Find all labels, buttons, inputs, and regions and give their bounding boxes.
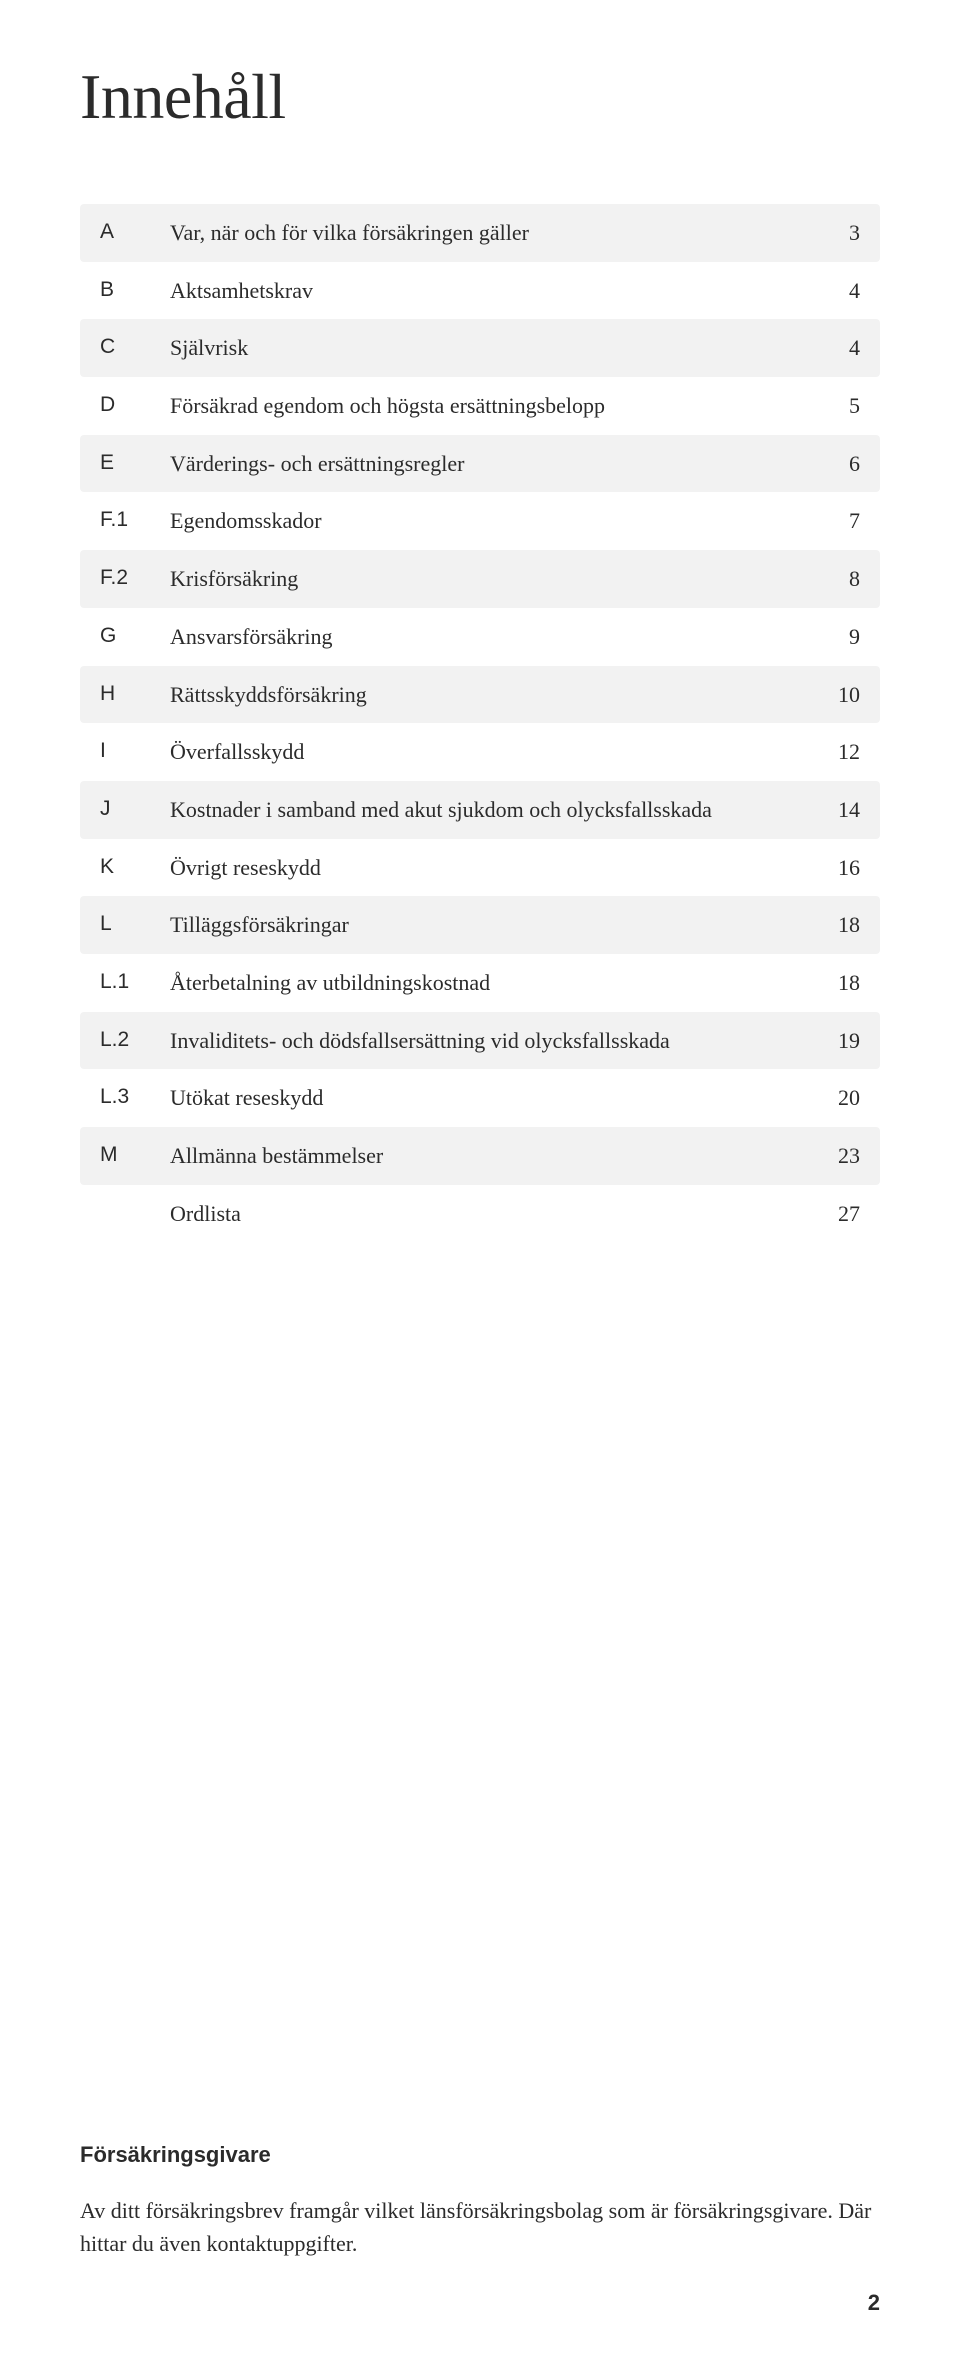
- toc-row: GAnsvarsförsäkring9: [80, 608, 880, 666]
- toc-row: L.2Invaliditets- och dödsfallsersättning…: [80, 1012, 880, 1070]
- toc-page: 4: [810, 276, 860, 306]
- toc-page: 8: [810, 564, 860, 594]
- toc-code: E: [100, 449, 170, 477]
- toc-code: F.1: [100, 506, 170, 534]
- toc-label: Egendomsskador: [170, 506, 810, 536]
- toc-page: 5: [810, 391, 860, 421]
- toc-row: Ordlista27: [80, 1185, 880, 1243]
- toc-row: BAktsamhetskrav4: [80, 262, 880, 320]
- toc-label: Krisförsäkring: [170, 564, 810, 594]
- toc-row: IÖverfallsskydd12: [80, 723, 880, 781]
- toc-code: G: [100, 622, 170, 650]
- toc-label: Tilläggsförsäkringar: [170, 910, 810, 940]
- footer-text: Av ditt försäkringsbrev framgår vilket l…: [80, 2194, 880, 2260]
- toc-page: 27: [810, 1199, 860, 1229]
- toc-code: I: [100, 737, 170, 765]
- toc-code: J: [100, 795, 170, 823]
- toc-page: 20: [810, 1083, 860, 1113]
- toc-row: AVar, när och för vilka försäkringen gäl…: [80, 204, 880, 262]
- page: Innehåll AVar, när och för vilka försäkr…: [0, 0, 960, 2356]
- toc-code: L.3: [100, 1083, 170, 1111]
- toc-row: LTilläggsförsäkringar18: [80, 896, 880, 954]
- page-title: Innehåll: [80, 60, 880, 134]
- toc-row: HRättsskyddsförsäkring10: [80, 666, 880, 724]
- footer-block: Försäkringsgivare Av ditt försäkringsbre…: [80, 2142, 880, 2260]
- toc-row: L.1Återbetalning av utbildningskostnad18: [80, 954, 880, 1012]
- toc-page: 14: [810, 795, 860, 825]
- table-of-contents: AVar, när och för vilka försäkringen gäl…: [80, 204, 880, 1242]
- toc-code: M: [100, 1141, 170, 1169]
- toc-row: CSjälvrisk4: [80, 319, 880, 377]
- toc-page: 7: [810, 506, 860, 536]
- toc-row: F.1Egendomsskador7: [80, 492, 880, 550]
- toc-row: L.3Utökat reseskydd20: [80, 1069, 880, 1127]
- toc-label: Övrigt reseskydd: [170, 853, 810, 883]
- toc-code: C: [100, 333, 170, 361]
- toc-page: 18: [810, 968, 860, 998]
- toc-label: Kostnader i samband med akut sjukdom och…: [170, 795, 810, 825]
- toc-label: Återbetalning av utbildningskostnad: [170, 968, 810, 998]
- toc-page: 12: [810, 737, 860, 767]
- toc-page: 6: [810, 449, 860, 479]
- toc-label: Aktsamhetskrav: [170, 276, 810, 306]
- toc-code: K: [100, 853, 170, 881]
- toc-code: A: [100, 218, 170, 246]
- toc-page: 3: [810, 218, 860, 248]
- toc-row: F.2Krisförsäkring8: [80, 550, 880, 608]
- toc-row: JKostnader i samband med akut sjukdom oc…: [80, 781, 880, 839]
- toc-page: 9: [810, 622, 860, 652]
- toc-code: L.2: [100, 1026, 170, 1054]
- toc-page: 4: [810, 333, 860, 363]
- toc-page: 16: [810, 853, 860, 883]
- toc-label: Invaliditets- och dödsfallsersättning vi…: [170, 1026, 810, 1056]
- toc-label: Självrisk: [170, 333, 810, 363]
- toc-code: L: [100, 910, 170, 938]
- toc-label: Försäkrad egendom och högsta ersättnings…: [170, 391, 810, 421]
- toc-label: Överfallsskydd: [170, 737, 810, 767]
- toc-label: Utökat reseskydd: [170, 1083, 810, 1113]
- toc-row: MAllmänna bestämmelser23: [80, 1127, 880, 1185]
- toc-code: L.1: [100, 968, 170, 996]
- toc-page: 23: [810, 1141, 860, 1171]
- toc-row: EVärderings- och ersättningsregler6: [80, 435, 880, 493]
- toc-label: Ordlista: [170, 1199, 810, 1229]
- toc-code: H: [100, 680, 170, 708]
- toc-label: Var, när och för vilka försäkringen gäll…: [170, 218, 810, 248]
- toc-label: Rättsskyddsförsäkring: [170, 680, 810, 710]
- footer-heading: Försäkringsgivare: [80, 2142, 880, 2168]
- toc-code: B: [100, 276, 170, 304]
- toc-code: D: [100, 391, 170, 419]
- toc-row: KÖvrigt reseskydd16: [80, 839, 880, 897]
- toc-code: F.2: [100, 564, 170, 592]
- toc-label: Värderings- och ersättningsregler: [170, 449, 810, 479]
- toc-label: Ansvarsförsäkring: [170, 622, 810, 652]
- toc-page: 10: [810, 680, 860, 710]
- toc-label: Allmänna bestämmelser: [170, 1141, 810, 1171]
- page-number: 2: [868, 2290, 880, 2316]
- toc-page: 19: [810, 1026, 860, 1056]
- toc-page: 18: [810, 910, 860, 940]
- toc-row: DFörsäkrad egendom och högsta ersättning…: [80, 377, 880, 435]
